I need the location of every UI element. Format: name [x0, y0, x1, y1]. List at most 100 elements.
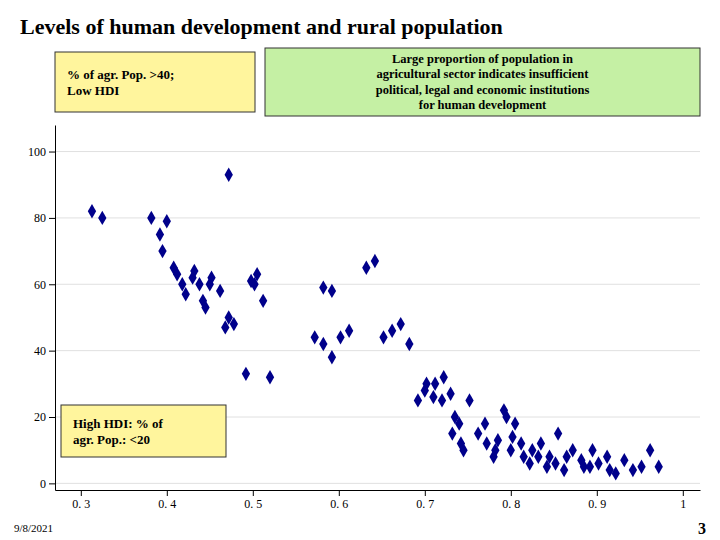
annotation-box — [61, 405, 226, 457]
point — [182, 287, 190, 301]
tick: 0. 4 — [158, 490, 176, 511]
tick: 0. 8 — [502, 490, 520, 511]
tick: 0. 9 — [588, 490, 606, 511]
point — [560, 463, 568, 477]
point — [195, 277, 203, 291]
grid-line — [55, 483, 700, 484]
point — [508, 430, 516, 444]
point — [362, 260, 370, 274]
tick-label: 0. 4 — [158, 497, 176, 511]
point — [379, 330, 387, 344]
point — [448, 426, 456, 440]
tick-mark — [81, 490, 82, 496]
tick: 0. 3 — [72, 490, 90, 511]
grid-line — [55, 284, 700, 285]
tick-mark — [425, 490, 426, 496]
tick-label: 1 — [680, 497, 686, 511]
point — [465, 393, 473, 407]
point — [431, 377, 439, 391]
point — [507, 443, 515, 457]
point — [397, 317, 405, 331]
annotation-text: High HDI: % ofagr. Pop.: <20 — [73, 415, 164, 446]
point — [637, 460, 645, 474]
annotation-box — [55, 52, 255, 112]
point — [429, 390, 437, 404]
point — [474, 426, 482, 440]
point — [588, 443, 596, 457]
point — [173, 267, 181, 281]
tick-mark — [339, 490, 340, 496]
point — [230, 317, 238, 331]
point — [216, 284, 224, 298]
point — [612, 466, 620, 480]
tick-label: 20 — [34, 410, 46, 424]
annotation-box — [265, 48, 700, 116]
tick: 80 — [34, 211, 55, 225]
tick: 0. 6 — [330, 490, 348, 511]
tick-mark — [597, 490, 598, 496]
annotation: Large proportion of population inagricul… — [265, 48, 700, 116]
grid-line — [55, 151, 700, 152]
point — [388, 324, 396, 338]
point — [201, 300, 209, 314]
page-number: 3 — [698, 520, 706, 537]
tick: 0. 5 — [244, 490, 262, 511]
tick-mark — [167, 490, 168, 496]
tick-label: 100 — [28, 145, 46, 159]
tick-label: 80 — [34, 211, 46, 225]
point — [655, 460, 663, 474]
point — [554, 426, 562, 440]
tick-mark — [49, 284, 55, 285]
point — [646, 443, 654, 457]
point — [88, 204, 96, 218]
tick-mark — [683, 490, 684, 496]
axis-line — [56, 490, 701, 491]
point — [163, 214, 171, 228]
tick: 1 — [680, 490, 686, 511]
point — [494, 433, 502, 447]
point — [98, 211, 106, 225]
point — [190, 264, 198, 278]
grid — [55, 152, 700, 484]
title: Levels of human development and rural po… — [20, 14, 503, 39]
point — [345, 324, 353, 338]
grid-line — [55, 350, 700, 351]
chart: Levels of human development and rural po… — [0, 0, 720, 540]
point — [328, 350, 336, 364]
point — [537, 436, 545, 450]
tick-mark — [49, 152, 55, 153]
tick: 60 — [34, 278, 55, 292]
point — [266, 370, 274, 384]
point — [253, 267, 261, 281]
tick-label: 0. 8 — [502, 497, 520, 511]
tick-mark — [253, 490, 254, 496]
point — [526, 456, 534, 470]
point — [319, 280, 327, 294]
annotation-text: % of agr. Pop. >40;Low HDI — [67, 66, 174, 97]
point — [629, 463, 637, 477]
point — [517, 436, 525, 450]
point — [225, 168, 233, 182]
tick-label: 0 — [40, 477, 46, 491]
tick-mark — [49, 218, 55, 219]
annotation-text: Large proportion of population inagricul… — [376, 52, 590, 113]
point — [328, 284, 336, 298]
axis-line — [55, 126, 56, 491]
tick-label: 0. 7 — [416, 497, 434, 511]
y-axis: 020406080100 — [28, 126, 56, 491]
point — [147, 211, 155, 225]
point — [586, 460, 594, 474]
point — [371, 254, 379, 268]
x-axis: 0. 3 0. 4 0. 5 0. 6 0. 7 0. 8 0. 9 1 — [56, 490, 701, 511]
point — [502, 410, 510, 424]
point — [319, 337, 327, 351]
tick-label: 60 — [34, 278, 46, 292]
point — [311, 330, 319, 344]
tick-mark — [49, 417, 55, 418]
point — [242, 367, 250, 381]
tick-mark — [49, 483, 55, 484]
point — [422, 377, 430, 391]
point — [534, 450, 542, 464]
point — [156, 227, 164, 241]
tick: 0. 7 — [416, 490, 434, 511]
